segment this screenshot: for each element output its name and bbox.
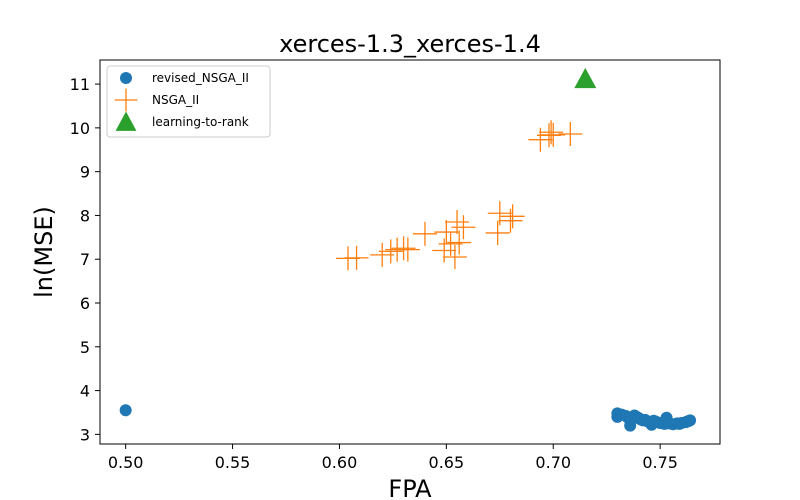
series-triangle-group bbox=[574, 67, 597, 89]
y-tick-label: 5 bbox=[80, 338, 90, 357]
y-tick-label: 3 bbox=[80, 425, 90, 444]
y-tick-label: 4 bbox=[80, 382, 90, 401]
y-tick-label: 6 bbox=[80, 294, 90, 313]
legend-label: NSGA_II bbox=[152, 93, 199, 107]
series-plus-group bbox=[336, 120, 583, 271]
x-tick-label: 0.55 bbox=[215, 453, 251, 472]
data-point-plus bbox=[434, 220, 459, 245]
data-point-plus bbox=[485, 220, 510, 245]
data-point-plus bbox=[541, 122, 566, 147]
y-tick-label: 7 bbox=[80, 250, 90, 269]
legend-marker-triangle bbox=[115, 111, 137, 131]
y-axis-label: ln(MSE) bbox=[30, 206, 58, 298]
x-tick-label: 0.50 bbox=[108, 453, 144, 472]
data-point-triangle bbox=[574, 67, 597, 89]
data-point-plus bbox=[447, 230, 472, 255]
data-point-plus bbox=[378, 239, 403, 264]
legend-box bbox=[106, 65, 271, 138]
data-point-plus bbox=[442, 245, 467, 270]
y-tick-label: 11 bbox=[70, 75, 90, 94]
series-circle-group bbox=[119, 404, 697, 432]
chart-title: xerces-1.3_xerces-1.4 bbox=[279, 30, 541, 58]
legend-marker-plus bbox=[114, 88, 138, 112]
y-tick-label: 8 bbox=[80, 206, 90, 225]
data-point-plus bbox=[445, 210, 470, 235]
x-tick-label: 0.75 bbox=[642, 453, 678, 472]
y-tick-label: 9 bbox=[80, 163, 90, 182]
legend: revised_NSGA_II NSGA_II learning-to-rank bbox=[106, 65, 271, 138]
data-point-plus bbox=[344, 245, 369, 270]
data-point-plus bbox=[395, 237, 420, 262]
y-axis-ticks: 3 4 5 6 7 8 9 10 11 bbox=[70, 75, 100, 444]
x-tick-label: 0.70 bbox=[535, 453, 571, 472]
legend-label: learning-to-rank bbox=[152, 115, 249, 129]
legend-label: revised_NSGA_II bbox=[152, 71, 249, 85]
data-points bbox=[119, 67, 697, 432]
x-tick-label: 0.60 bbox=[322, 453, 358, 472]
data-point-plus bbox=[500, 204, 525, 229]
data-point-circle bbox=[119, 404, 132, 417]
x-tick-label: 0.65 bbox=[429, 453, 465, 472]
data-point-circle bbox=[684, 414, 697, 427]
legend-marker-circle bbox=[120, 72, 132, 84]
data-point-plus bbox=[432, 238, 457, 263]
x-axis-ticks: 0.50 0.55 0.60 0.65 0.70 0.75 bbox=[108, 444, 678, 472]
y-tick-label: 10 bbox=[70, 119, 90, 138]
data-point-plus bbox=[412, 221, 437, 246]
plot-frame bbox=[99, 59, 721, 445]
data-point-plus bbox=[498, 208, 523, 233]
data-point-plus bbox=[451, 215, 476, 240]
data-point-plus bbox=[539, 120, 564, 145]
x-axis-label: FPA bbox=[388, 475, 432, 500]
data-point-plus bbox=[558, 121, 583, 146]
data-point-plus bbox=[391, 236, 416, 261]
